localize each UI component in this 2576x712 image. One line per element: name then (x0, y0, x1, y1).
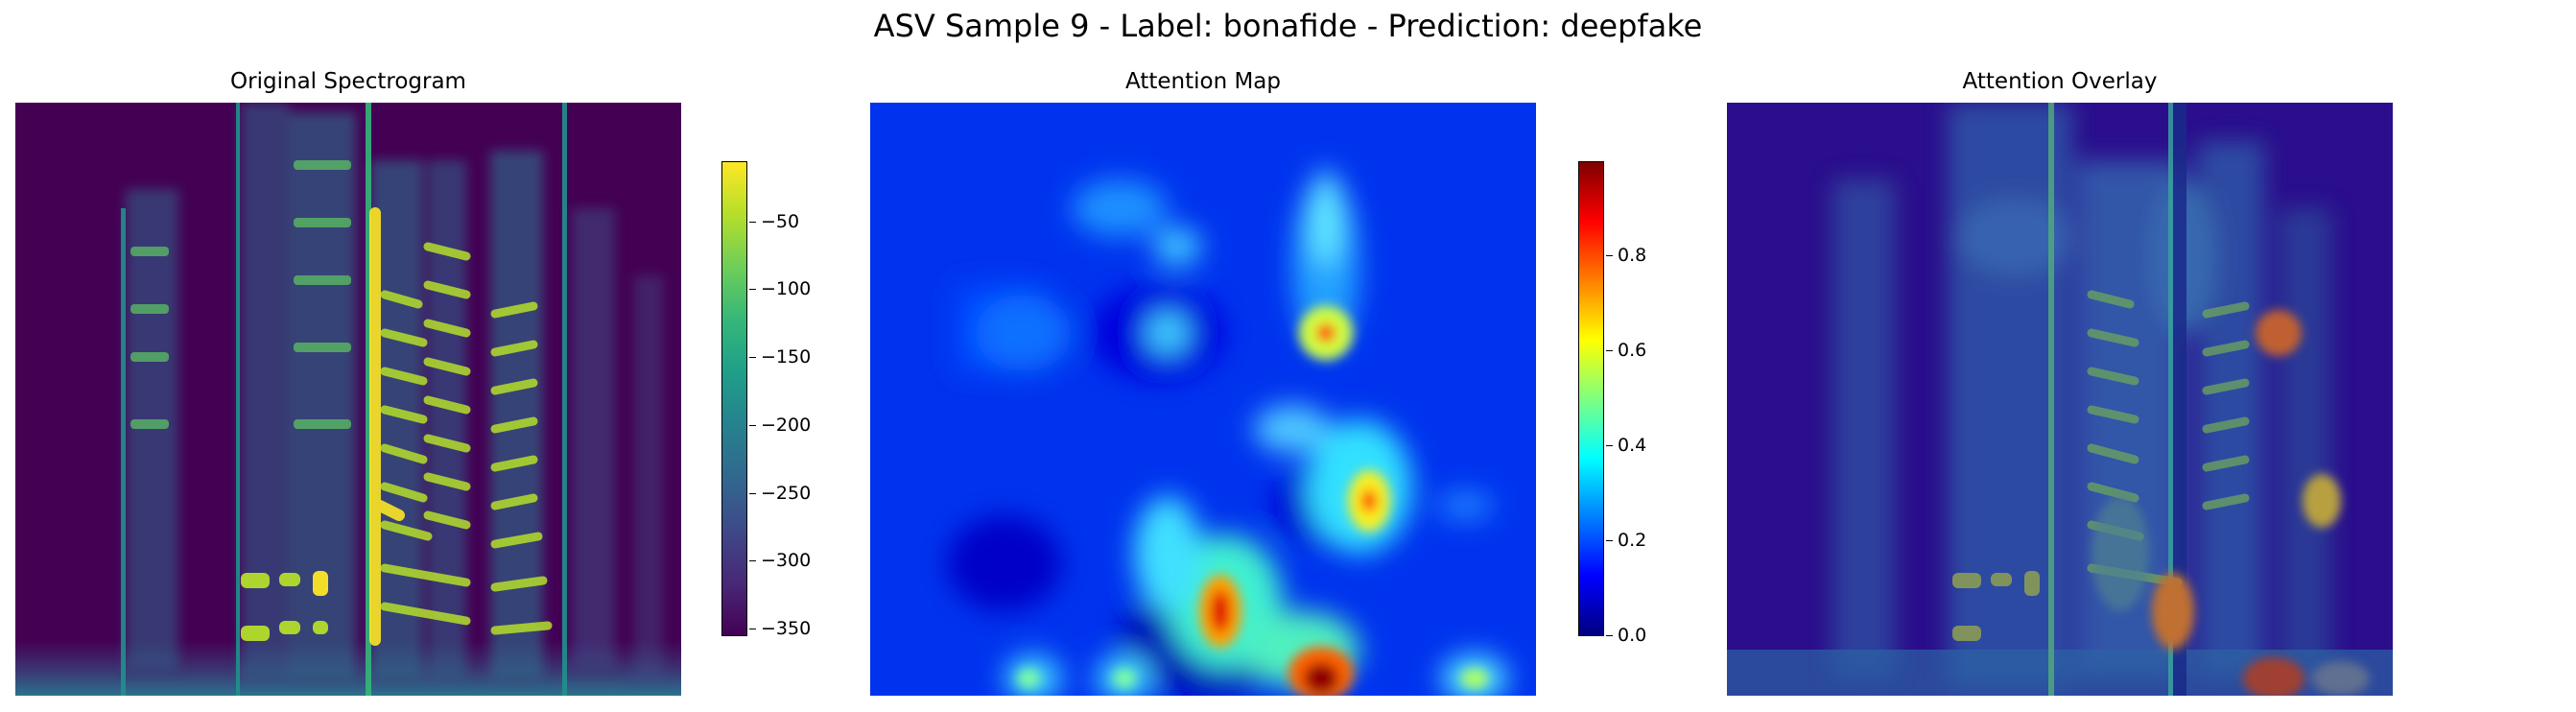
colorbar-tick-label: −100 (748, 278, 812, 300)
panel-title-attention-map: Attention Map (1125, 69, 1281, 94)
attention-map-image (870, 103, 1536, 696)
colorbar-tick-label: −200 (748, 414, 812, 436)
colorbar-tick-label: −150 (748, 346, 812, 368)
colorbar-tick-label: 0.2 (1605, 530, 1647, 551)
colorbar-tick-label: −300 (748, 550, 812, 572)
spectrogram-image (15, 103, 681, 696)
figure-title: ASV Sample 9 - Label: bonafide - Predict… (873, 8, 1703, 44)
colorbar-tick-label: −350 (748, 617, 812, 639)
colorbar-tick-label: −250 (748, 482, 812, 504)
attention-colorbar (1578, 161, 1604, 636)
colorbar-tick-label: 0.4 (1605, 435, 1647, 456)
spectrogram-colorbar (721, 161, 747, 636)
colorbar-tick-label: 0.6 (1605, 340, 1647, 361)
panel-title-spectrogram: Original Spectrogram (230, 69, 466, 94)
panel-title-attention-overlay: Attention Overlay (1962, 69, 2158, 94)
colorbar-tick-label: 0.8 (1605, 245, 1647, 266)
colorbar-tick-label: 0.0 (1605, 625, 1647, 646)
attention-overlay-image (1727, 103, 2393, 696)
colorbar-tick-label: −50 (748, 210, 800, 232)
